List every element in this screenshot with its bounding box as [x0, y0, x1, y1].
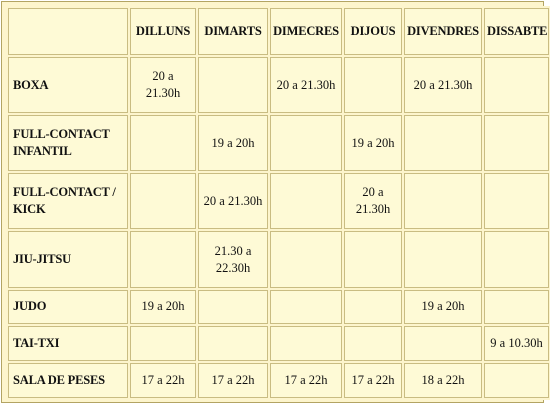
- day-header-dimecres: DIMECRES: [270, 8, 342, 56]
- table-row: JUDO 19 a 20h 19 a 20h: [8, 289, 549, 325]
- table-row: JIU-JITSU 21.30 a 22.30h: [8, 231, 549, 288]
- day-header-dissabte: DISSABTE: [484, 8, 549, 56]
- time-cell: 20 a 21.30h: [198, 173, 268, 230]
- schedule-table: DILLUNS DIMARTS DIMECRES DIJOUS DIVENDRE…: [6, 6, 550, 400]
- time-cell: 19 a 20h: [198, 115, 268, 172]
- table-row: FULL-CONTACT / KICK 20 a 21.30h 20 a 21.30…: [8, 173, 549, 230]
- activity-label-full-contact-infantil: FULL-CONTACT INFANTIL: [8, 115, 128, 172]
- day-header-dilluns: DILLUNS: [130, 8, 196, 56]
- time-cell: 17 a 22h: [198, 363, 268, 398]
- time-cell: 20 a 21.30h: [404, 57, 482, 114]
- time-cell: [484, 289, 549, 325]
- time-cell: 19 a 20h: [344, 115, 402, 172]
- time-cell: [130, 173, 196, 230]
- day-header-dimarts: DIMARTS: [198, 8, 268, 56]
- activity-label-tai-txi: TAI-TXI: [8, 326, 128, 362]
- table-row: FULL-CONTACT INFANTIL 19 a 20h 19 a 20h: [8, 115, 549, 172]
- time-cell: [404, 115, 482, 172]
- time-cell: 20 a 21.30h: [270, 57, 342, 114]
- time-cell: [484, 231, 549, 288]
- time-cell: 9 a 10.30h: [484, 326, 549, 362]
- time-cell: 17 a 22h: [130, 363, 196, 398]
- activity-label-boxa: BOXA: [8, 57, 128, 114]
- time-cell: 19 a 20h: [130, 289, 196, 325]
- time-cell: 21.30 a 22.30h: [198, 231, 268, 288]
- activity-label-judo: JUDO: [8, 289, 128, 325]
- time-cell: 17 a 22h: [344, 363, 402, 398]
- corner-cell: [8, 8, 128, 56]
- time-cell: [404, 326, 482, 362]
- time-cell: [270, 231, 342, 288]
- time-cell: 17 a 22h: [270, 363, 342, 398]
- time-cell: [344, 231, 402, 288]
- time-cell: [130, 115, 196, 172]
- time-cell: 19 a 20h: [404, 289, 482, 325]
- time-cell: [270, 326, 342, 362]
- time-cell: 20 a 21.30h: [344, 173, 402, 230]
- table-row: SALA DE PESES 17 a 22h 17 a 22h 17 a 22h…: [8, 363, 549, 398]
- time-cell: [198, 326, 268, 362]
- day-header-divendres: DIVENDRES: [404, 8, 482, 56]
- time-cell: [484, 115, 549, 172]
- table-row: BOXA 20 a 21.30h 20 a 21.30h 20 a 21.30h: [8, 57, 549, 114]
- time-cell: [484, 363, 549, 398]
- time-cell: [130, 231, 196, 288]
- time-cell: [270, 173, 342, 230]
- time-cell: [404, 173, 482, 230]
- time-cell: 20 a 21.30h: [130, 57, 196, 114]
- header-row: DILLUNS DIMARTS DIMECRES DIJOUS DIVENDRE…: [8, 8, 549, 56]
- time-cell: [404, 231, 482, 288]
- time-cell: [344, 289, 402, 325]
- activity-label-jiu-jitsu: JIU-JITSU: [8, 231, 128, 288]
- time-cell: [198, 57, 268, 114]
- time-cell: [484, 57, 549, 114]
- table-row: TAI-TXI 9 a 10.30h: [8, 326, 549, 362]
- time-cell: [198, 289, 268, 325]
- time-cell: [344, 57, 402, 114]
- schedule-frame: DILLUNS DIMARTS DIMECRES DIJOUS DIVENDRE…: [1, 1, 550, 403]
- day-header-dijous: DIJOUS: [344, 8, 402, 56]
- time-cell: 18 a 22h: [404, 363, 482, 398]
- time-cell: [270, 289, 342, 325]
- activity-label-sala-de-peses: SALA DE PESES: [8, 363, 128, 398]
- time-cell: [270, 115, 342, 172]
- activity-label-full-contact-kick: FULL-CONTACT / KICK: [8, 173, 128, 230]
- time-cell: [130, 326, 196, 362]
- time-cell: [344, 326, 402, 362]
- time-cell: [484, 173, 549, 230]
